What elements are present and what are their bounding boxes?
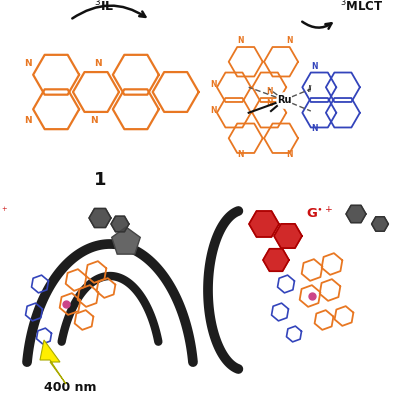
Text: N: N xyxy=(286,36,293,45)
Text: N: N xyxy=(24,59,32,68)
Polygon shape xyxy=(111,216,129,232)
Text: $^3$IL: $^3$IL xyxy=(94,0,114,14)
Polygon shape xyxy=(112,227,140,254)
Text: N: N xyxy=(266,99,272,108)
Text: N: N xyxy=(286,150,293,159)
Polygon shape xyxy=(372,217,388,231)
Polygon shape xyxy=(249,211,279,237)
Text: G$^{\bullet+}$: G$^{\bullet+}$ xyxy=(306,206,334,221)
Text: 400 nm: 400 nm xyxy=(44,381,96,394)
Polygon shape xyxy=(263,249,289,271)
Polygon shape xyxy=(346,205,366,223)
Text: N: N xyxy=(237,150,244,159)
Text: N: N xyxy=(94,59,102,68)
Text: N: N xyxy=(210,106,217,115)
Text: Ru: Ru xyxy=(277,95,291,105)
Text: N: N xyxy=(311,62,318,70)
Polygon shape xyxy=(89,208,111,228)
Text: N: N xyxy=(311,124,318,134)
Text: N: N xyxy=(266,87,272,96)
Polygon shape xyxy=(40,340,66,384)
Text: $^{\bullet+}$: $^{\bullet+}$ xyxy=(0,206,8,216)
Text: $^3$MLCT: $^3$MLCT xyxy=(340,0,384,14)
Text: II: II xyxy=(308,86,312,94)
Text: N: N xyxy=(24,116,32,125)
Text: N: N xyxy=(210,80,217,89)
Text: N: N xyxy=(90,116,98,125)
Polygon shape xyxy=(274,224,302,248)
Text: 1: 1 xyxy=(94,171,106,189)
Text: N: N xyxy=(237,36,244,45)
